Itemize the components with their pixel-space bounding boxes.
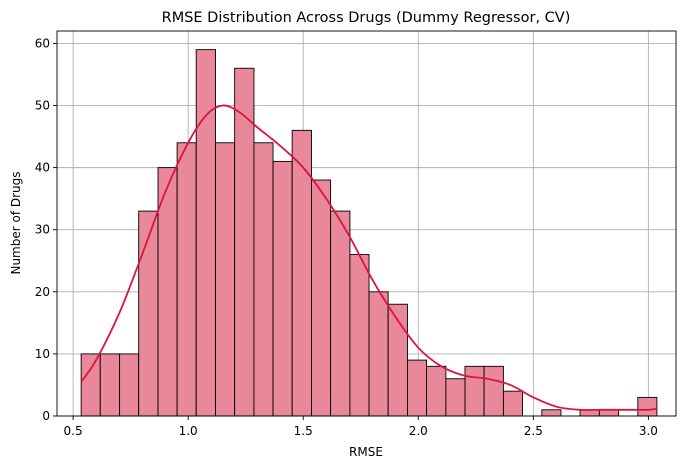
x-tick-label: 2.5 bbox=[524, 424, 543, 438]
histogram-bar bbox=[464, 365, 485, 417]
histogram-bar bbox=[349, 254, 370, 417]
plot-frame bbox=[56, 30, 677, 417]
x-tick-label: 1.5 bbox=[294, 424, 313, 438]
histogram-bar bbox=[598, 409, 619, 417]
y-tick-label: 20 bbox=[35, 285, 50, 299]
kde-curve-group bbox=[80, 104, 658, 411]
histogram-bar bbox=[80, 353, 101, 417]
y-tick-label: 40 bbox=[35, 161, 50, 175]
x-axis-label: RMSE bbox=[349, 445, 383, 459]
y-axis-ticks: 0 10 20 30 40 50 60 bbox=[35, 36, 57, 423]
y-axis-label: Number of Drugs bbox=[9, 171, 23, 274]
histogram-bar bbox=[502, 390, 523, 417]
histogram-bar bbox=[483, 365, 504, 417]
y-tick-label: 10 bbox=[35, 347, 50, 361]
histogram-bar bbox=[541, 409, 562, 417]
x-axis-ticks: 0.5 1.0 1.5 2.0 2.5 3.0 bbox=[64, 416, 658, 438]
histogram-bar bbox=[253, 142, 274, 417]
chart-title: RMSE Distribution Across Drugs (Dummy Re… bbox=[162, 10, 571, 26]
histogram-bar bbox=[311, 179, 332, 417]
histogram-bars bbox=[80, 49, 658, 417]
histogram-bar bbox=[99, 353, 121, 417]
histogram-bar bbox=[215, 142, 236, 417]
histogram-bar bbox=[445, 378, 466, 417]
y-tick-label: 30 bbox=[35, 223, 50, 237]
histogram-bar bbox=[272, 160, 293, 417]
y-tick-label: 0 bbox=[42, 409, 50, 423]
histogram-bar bbox=[234, 67, 255, 417]
x-tick-label: 2.0 bbox=[409, 424, 428, 438]
histogram-bar bbox=[637, 396, 658, 417]
histogram-bar bbox=[176, 142, 197, 417]
x-tick-label: 3.0 bbox=[639, 424, 658, 438]
histogram-bar bbox=[368, 291, 389, 417]
histogram-bar bbox=[330, 210, 351, 417]
y-tick-label: 50 bbox=[35, 99, 50, 113]
y-tick-label: 60 bbox=[35, 36, 50, 50]
x-tick-label: 1.0 bbox=[179, 424, 198, 438]
x-tick-label: 0.5 bbox=[64, 424, 83, 438]
histogram-bar bbox=[426, 365, 447, 417]
histogram-bar bbox=[407, 359, 428, 417]
histogram-bar bbox=[195, 49, 216, 417]
kde-line bbox=[80, 104, 658, 411]
histogram-bar bbox=[119, 353, 140, 417]
histogram-bar bbox=[138, 210, 159, 417]
